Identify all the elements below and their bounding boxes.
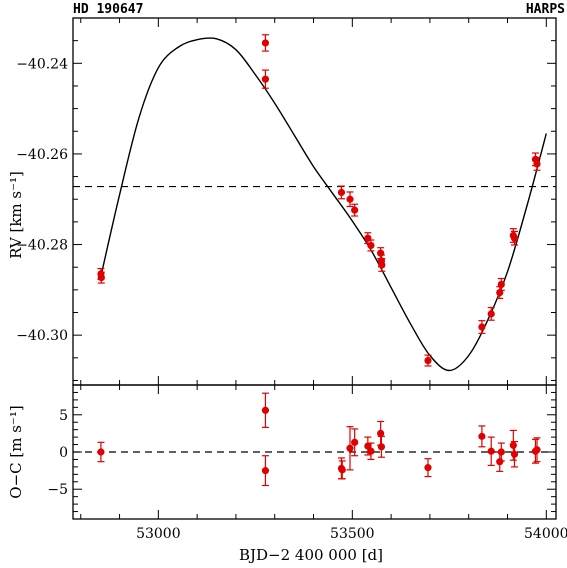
point-marker bbox=[487, 447, 495, 455]
data-point bbox=[510, 230, 519, 246]
point-marker bbox=[261, 467, 270, 475]
rv-axis-title: RV [km s⁻¹] bbox=[7, 171, 25, 259]
point-marker bbox=[367, 241, 375, 250]
data-point bbox=[424, 354, 432, 367]
data-point bbox=[496, 286, 504, 300]
y-tick-label: 0 bbox=[59, 445, 68, 461]
y-tick-label: −40.24 bbox=[16, 56, 68, 72]
point-marker bbox=[496, 458, 504, 466]
point-marker bbox=[351, 438, 359, 446]
data-point bbox=[261, 34, 270, 52]
data-point bbox=[261, 455, 270, 487]
data-point bbox=[378, 257, 386, 272]
point-marker bbox=[261, 406, 270, 414]
data-point bbox=[346, 426, 354, 471]
data-point bbox=[478, 320, 486, 334]
data-point bbox=[261, 69, 270, 89]
data-point bbox=[510, 440, 519, 468]
point-marker bbox=[377, 429, 385, 437]
data-point bbox=[509, 429, 517, 461]
x-tick-label: 53500 bbox=[330, 526, 375, 542]
y-tick-label: −40.26 bbox=[16, 147, 68, 163]
point-marker bbox=[510, 450, 519, 458]
point-marker bbox=[261, 75, 270, 83]
residual-axis-title: O−C [m s⁻¹] bbox=[7, 405, 25, 498]
x-tick-label: 53000 bbox=[136, 526, 181, 542]
y-tick-label: −5 bbox=[47, 482, 68, 498]
point-marker bbox=[497, 448, 505, 456]
point-marker bbox=[337, 188, 346, 197]
data-point bbox=[346, 191, 354, 208]
data-point bbox=[377, 435, 386, 458]
point-marker bbox=[97, 274, 105, 282]
point-marker bbox=[351, 206, 359, 214]
data-point bbox=[351, 203, 359, 217]
point-marker bbox=[338, 466, 346, 474]
point-marker bbox=[487, 310, 495, 318]
point-marker bbox=[377, 443, 386, 451]
data-point bbox=[377, 420, 385, 446]
point-marker bbox=[478, 323, 486, 331]
point-marker bbox=[533, 160, 541, 168]
point-marker bbox=[367, 447, 375, 455]
point-marker bbox=[533, 446, 541, 454]
y-tick-label: 5 bbox=[59, 408, 68, 424]
point-marker bbox=[378, 261, 386, 269]
x-axis-title: BJD−2 400 000 [d] bbox=[239, 546, 383, 564]
data-point bbox=[364, 436, 372, 456]
data-point bbox=[497, 277, 505, 291]
instrument-label: HARPS bbox=[526, 2, 565, 17]
data-point bbox=[97, 271, 105, 284]
point-marker bbox=[424, 464, 432, 472]
star-label: HD 190647 bbox=[73, 2, 143, 17]
data-point bbox=[533, 437, 541, 463]
y-tick-label: −40.28 bbox=[16, 238, 68, 254]
point-marker bbox=[377, 249, 385, 257]
data-point bbox=[337, 185, 346, 200]
data-point bbox=[338, 460, 346, 480]
point-marker bbox=[478, 432, 486, 440]
data-point bbox=[487, 306, 495, 321]
point-marker bbox=[346, 444, 354, 452]
point-marker bbox=[346, 195, 354, 203]
point-marker bbox=[509, 441, 517, 449]
data-point bbox=[97, 441, 105, 463]
data-point bbox=[261, 392, 270, 429]
point-marker bbox=[97, 448, 105, 456]
data-point bbox=[497, 442, 505, 462]
point-marker bbox=[424, 356, 432, 365]
orbit-model-curve bbox=[100, 37, 547, 372]
data-point bbox=[478, 425, 486, 448]
data-point bbox=[487, 436, 495, 466]
data-point bbox=[351, 428, 359, 457]
y-tick-label: −40.30 bbox=[16, 328, 68, 344]
x-tick-label: 54000 bbox=[524, 526, 567, 542]
data-point bbox=[367, 442, 375, 461]
data-point bbox=[377, 247, 385, 260]
residuals-panel: 5 0 −5 53000 53500 54000 bbox=[47, 384, 567, 542]
point-marker bbox=[497, 280, 505, 289]
data-point bbox=[367, 239, 375, 252]
rv-panel: −40.24 −40.26 −40.28 −40.30 bbox=[16, 17, 557, 386]
data-point bbox=[533, 156, 541, 171]
point-marker bbox=[261, 39, 270, 47]
point-marker bbox=[510, 234, 519, 242]
point-marker bbox=[364, 442, 372, 450]
data-point bbox=[424, 458, 432, 478]
